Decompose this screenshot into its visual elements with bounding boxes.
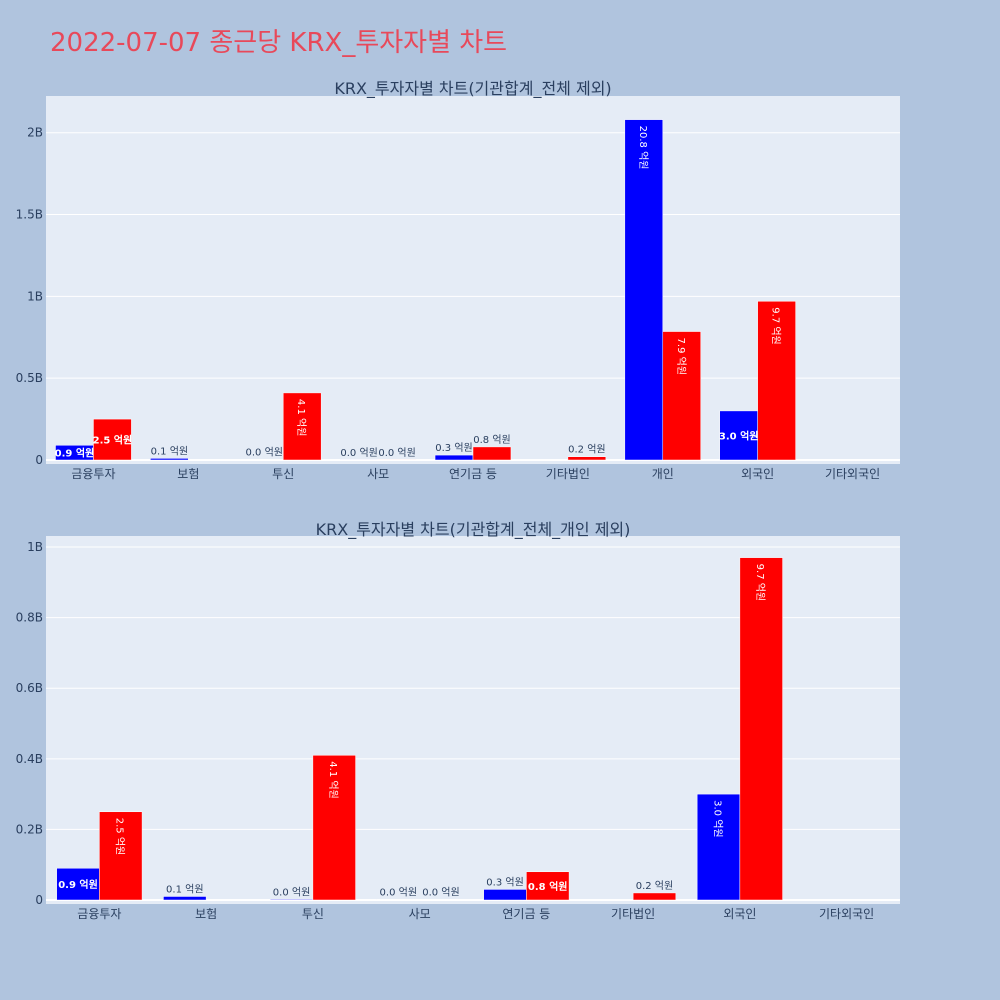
- data-label: 0.1 억원: [151, 445, 188, 457]
- sell-bar: [632, 892, 677, 901]
- buy-bar: [696, 793, 741, 901]
- data-label: 0.2 억원: [568, 444, 605, 456]
- sell-bar: [662, 331, 701, 461]
- chart-title: KRX_투자자별 차트(기관합계_전체_개인 제외): [316, 520, 631, 540]
- data-label: 4.1 억원: [295, 399, 307, 436]
- data-label: 3.0 억원: [712, 800, 724, 837]
- data-label: 0.0 억원: [246, 447, 283, 459]
- sell-bar: [739, 557, 783, 901]
- y-tick-label: 2B: [27, 126, 43, 140]
- x-tick-label: 기타외국인: [825, 467, 880, 481]
- data-label: 0.9 억원: [55, 447, 95, 460]
- data-label: 0.0 억원: [273, 886, 310, 898]
- x-tick-label: 금융투자: [71, 467, 115, 481]
- x-tick-label: 투신: [302, 907, 324, 921]
- page-title: 2022-07-07 종근당 KRX_투자자별 차트: [50, 28, 508, 58]
- buy-bar: [269, 899, 314, 901]
- x-tick-label: 외국인: [741, 467, 774, 481]
- y-tick-label: 1B: [27, 540, 43, 554]
- y-tick-label: 0.8B: [16, 611, 43, 625]
- data-label: 0.0 억원: [422, 887, 459, 899]
- buy-bar: [434, 454, 474, 461]
- data-label: 0.8 억원: [473, 434, 510, 446]
- x-tick-label: 개인: [652, 467, 674, 481]
- data-label: 2.5 억원: [114, 818, 126, 855]
- buy-bar: [624, 119, 664, 461]
- data-label: 0.3 억원: [435, 442, 472, 454]
- x-tick-label: 투신: [272, 467, 294, 481]
- data-label: 0.0 억원: [340, 447, 377, 459]
- sell-bar: [757, 301, 796, 461]
- data-label: 3.0 억원: [719, 429, 759, 442]
- sell-bar: [93, 418, 132, 461]
- data-label: 20.8 억원: [637, 126, 649, 170]
- data-label: 9.7 억원: [770, 307, 782, 344]
- x-tick-label: 기타법인: [546, 467, 590, 481]
- sell-bar: [567, 456, 607, 461]
- x-tick-label: 외국인: [723, 907, 756, 921]
- data-label: 0.2 억원: [636, 880, 673, 892]
- x-tick-label: 금융투자: [77, 907, 121, 921]
- y-tick-label: 0.4B: [16, 752, 43, 766]
- x-tick-label: 사모: [367, 467, 389, 481]
- chart-title: KRX_투자자별 차트(기관합계_전체 제외): [334, 79, 611, 99]
- data-label: 0.3 억원: [486, 876, 523, 888]
- data-label: 0.0 억원: [380, 887, 417, 899]
- sell-bar: [472, 446, 512, 461]
- x-tick-label: 보험: [195, 907, 217, 921]
- buy-bar: [56, 867, 100, 901]
- data-label: 7.9 억원: [675, 338, 687, 375]
- x-tick-label: 연기금 등: [502, 907, 550, 921]
- x-tick-label: 연기금 등: [449, 467, 497, 481]
- x-tick-label: 보험: [177, 467, 199, 481]
- x-tick-label: 기타외국인: [819, 907, 874, 921]
- y-tick-label: 0.2B: [16, 822, 43, 836]
- sell-bar: [282, 392, 322, 461]
- data-label: 0.1 억원: [166, 883, 203, 895]
- x-tick-label: 사모: [409, 907, 431, 921]
- data-label: 0.8 억원: [528, 880, 568, 893]
- buy-bar: [163, 896, 207, 901]
- y-tick-label: 0.5B: [16, 371, 43, 385]
- buy-bar: [483, 889, 527, 901]
- data-label: 9.7 억원: [754, 564, 766, 601]
- sell-bar: [99, 811, 143, 901]
- data-label: 0.9 억원: [58, 878, 98, 891]
- y-tick-label: 1.5B: [16, 208, 43, 222]
- data-label: 2.5 억원: [93, 434, 133, 447]
- y-tick-label: 1B: [27, 289, 43, 303]
- y-tick-label: 0.6B: [16, 681, 43, 695]
- buy-bar: [150, 458, 189, 461]
- chart-1: KRX_투자자별 차트(기관합계_전체 제외) 0 0.5B 1B 1.5B 2B 금융투자…: [16, 79, 900, 481]
- sell-bar: [526, 871, 570, 901]
- data-label: 0.0 억원: [378, 447, 415, 459]
- y-tick-label: 0: [35, 453, 43, 467]
- x-tick-label: 기타법인: [611, 907, 655, 921]
- chart-2: KRX_투자자별 차트(기관합계_전체_개인 제외) 0 0.2B 0.4B 0.6B 0…: [16, 520, 900, 921]
- y-tick-label: 0: [35, 893, 43, 907]
- sell-bar: [312, 755, 356, 901]
- data-label: 4.1 억원: [327, 761, 339, 798]
